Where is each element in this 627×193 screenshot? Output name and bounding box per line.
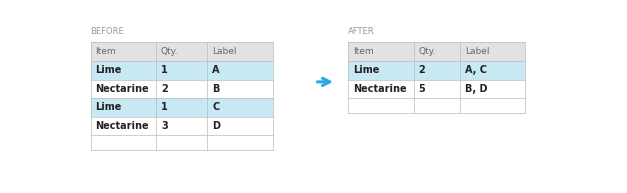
Text: D: D <box>212 121 220 131</box>
Text: Lime: Lime <box>95 65 122 75</box>
Bar <box>414 61 460 80</box>
Bar <box>90 135 156 150</box>
Bar <box>207 98 273 117</box>
Bar <box>90 42 156 61</box>
Text: Label: Label <box>212 47 236 56</box>
Bar <box>414 42 460 61</box>
Bar <box>90 117 156 135</box>
Text: Qty.: Qty. <box>419 47 436 56</box>
Text: A, C: A, C <box>465 65 487 75</box>
Bar <box>156 42 207 61</box>
Bar <box>90 61 156 80</box>
Bar <box>207 135 273 150</box>
Text: 5: 5 <box>419 84 425 94</box>
Bar <box>156 117 207 135</box>
Text: A: A <box>212 65 219 75</box>
Text: 2: 2 <box>419 65 425 75</box>
Text: 2: 2 <box>161 84 168 94</box>
Bar <box>414 80 460 98</box>
Text: C: C <box>212 102 219 113</box>
Text: 1: 1 <box>161 65 168 75</box>
Bar <box>207 80 273 98</box>
Bar <box>207 61 273 80</box>
Bar <box>156 61 207 80</box>
Bar <box>460 98 525 113</box>
Bar <box>156 98 207 117</box>
Text: 1: 1 <box>161 102 168 113</box>
Bar <box>348 98 414 113</box>
Bar <box>460 80 525 98</box>
Bar <box>348 42 414 61</box>
Text: Label: Label <box>465 47 489 56</box>
Text: Item: Item <box>353 47 374 56</box>
Text: Nectarine: Nectarine <box>353 84 406 94</box>
Bar <box>156 135 207 150</box>
Text: 3: 3 <box>161 121 168 131</box>
Bar <box>207 117 273 135</box>
Bar <box>90 80 156 98</box>
Text: Lime: Lime <box>353 65 379 75</box>
Bar <box>348 61 414 80</box>
Bar <box>414 98 460 113</box>
Text: Qty.: Qty. <box>161 47 179 56</box>
Bar <box>207 42 273 61</box>
Text: Item: Item <box>95 47 116 56</box>
Text: Nectarine: Nectarine <box>95 121 149 131</box>
Bar <box>156 80 207 98</box>
Text: Lime: Lime <box>95 102 122 113</box>
Text: AFTER: AFTER <box>348 27 375 36</box>
Text: B: B <box>212 84 219 94</box>
Text: BEFORE: BEFORE <box>90 27 124 36</box>
Bar <box>348 80 414 98</box>
Text: B, D: B, D <box>465 84 487 94</box>
Bar <box>460 61 525 80</box>
Bar <box>460 42 525 61</box>
Bar <box>90 98 156 117</box>
Text: Nectarine: Nectarine <box>95 84 149 94</box>
